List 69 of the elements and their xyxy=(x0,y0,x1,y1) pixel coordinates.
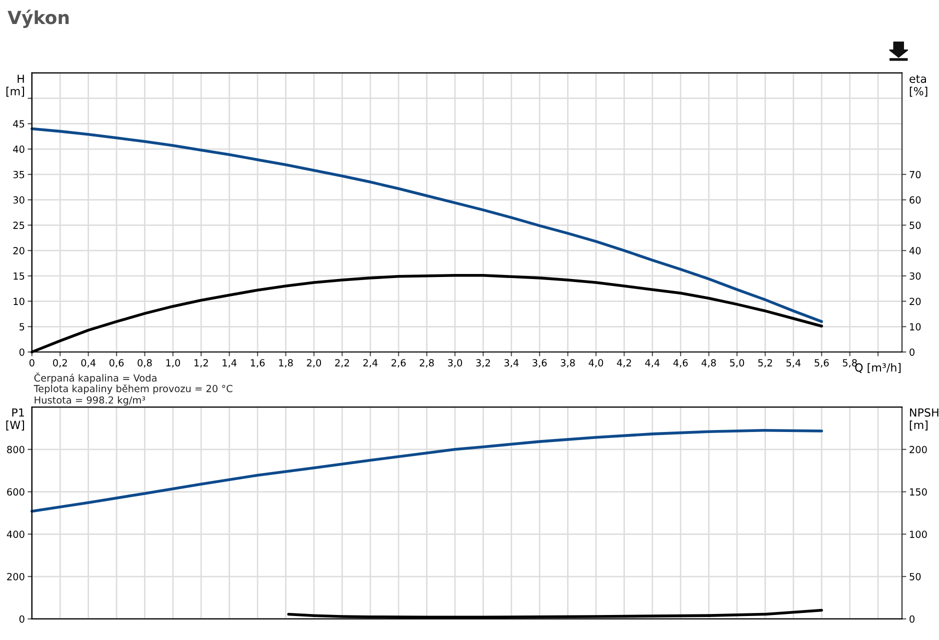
y-axis-title: P1 [W] xyxy=(6,408,24,430)
x-tick-label: 5,4 xyxy=(786,359,801,368)
y2-tick-label: 20 xyxy=(910,298,921,306)
x-tick-label: 1,4 xyxy=(222,359,237,368)
y-tick-label: 15 xyxy=(14,272,24,280)
text: Čerpaná kapalina = Voda xyxy=(34,372,156,384)
y2-tick-label: 10 xyxy=(910,323,921,330)
x-tick-label: 4,4 xyxy=(645,359,660,368)
x-tick-label: 4,0 xyxy=(588,359,604,368)
y2-axis-title: eta [%] xyxy=(910,74,928,97)
x-tick-label: 0,4 xyxy=(81,359,96,368)
x-tick-label: 2,2 xyxy=(335,359,349,368)
x-tick-label: 5,2 xyxy=(758,359,772,368)
y-tick-label: 200 xyxy=(7,572,24,580)
x-tick-label: 3,0 xyxy=(448,359,462,368)
y-tick-label: 5 xyxy=(20,323,24,330)
line-series xyxy=(30,428,824,513)
x-tick-label: 4,8 xyxy=(702,359,716,368)
y2-tick-label: 200 xyxy=(910,446,927,454)
y-tick-label: 10 xyxy=(14,298,24,306)
y2-tick-label: 60 xyxy=(910,196,921,204)
y-axis-title: H [m] xyxy=(6,74,24,97)
y-tick-label: 800 xyxy=(7,446,24,454)
x-tick-label: 0,8 xyxy=(138,359,152,368)
text: Hustota = 998.2 kg/m³ xyxy=(34,396,146,406)
x-tick-label: 2,0 xyxy=(306,359,322,368)
x-tick-label: 1,0 xyxy=(166,359,180,368)
y-tick-label: 20 xyxy=(13,247,24,254)
y2-tick-label: 150 xyxy=(910,488,927,496)
x-tick-label: 5,6 xyxy=(814,359,829,368)
y2-tick-label: 0 xyxy=(910,348,914,356)
x-tick-label: 5,8 xyxy=(842,359,857,368)
y-tick-label: 30 xyxy=(13,196,24,204)
y2-tick-label: 100 xyxy=(910,530,927,538)
y-tick-label: 45 xyxy=(13,120,24,128)
y-tick-label: 35 xyxy=(13,170,24,178)
x-tick-label: 5,0 xyxy=(730,359,744,368)
y2-tick-label: 70 xyxy=(910,170,921,178)
chart-title: Výkon xyxy=(8,10,69,28)
y-tick-label: 400 xyxy=(6,530,24,538)
x-tick-label: 4,6 xyxy=(673,359,688,368)
x-tick-label: 2,6 xyxy=(392,359,406,368)
x-tick-label: 2,4 xyxy=(363,359,378,368)
y2-tick-label: 40 xyxy=(909,247,921,254)
y-tick-label: 40 xyxy=(13,146,24,153)
x-tick-label: 2,8 xyxy=(420,359,434,368)
y-tick-label: 25 xyxy=(13,222,24,229)
x-tick-label: 3,8 xyxy=(560,359,575,368)
x-tick-label: 1,6 xyxy=(250,359,265,368)
y2-tick-label: 50 xyxy=(910,572,921,580)
x-tick-label: 3,6 xyxy=(532,359,547,368)
x-tick-label: 3,2 xyxy=(476,359,490,368)
x-tick-label: 0,2 xyxy=(53,359,67,368)
y2-tick-label: 30 xyxy=(910,272,921,280)
y-tick-label: 0 xyxy=(19,615,24,623)
x-tick-label: 4,2 xyxy=(616,359,631,368)
text: Teplota kapaliny během provozu = 20 °C xyxy=(34,384,232,394)
x-tick-label: 3,4 xyxy=(504,359,519,368)
x-tick-label: 0 xyxy=(29,359,34,366)
x-tick-label: 0,6 xyxy=(109,359,124,368)
y2-axis-title: NPSH [m] xyxy=(910,408,938,430)
x-tick-label: 1,8 xyxy=(279,359,293,368)
y-tick-label: 600 xyxy=(7,488,24,496)
x-axis-title: Q [m³/h] xyxy=(855,363,901,374)
line-series xyxy=(30,127,824,323)
y-tick-label: 0 xyxy=(19,348,24,356)
x-tick-label: 1,2 xyxy=(194,359,208,368)
y2-tick-label: 50 xyxy=(910,222,921,229)
y2-tick-label: 0 xyxy=(910,615,914,623)
